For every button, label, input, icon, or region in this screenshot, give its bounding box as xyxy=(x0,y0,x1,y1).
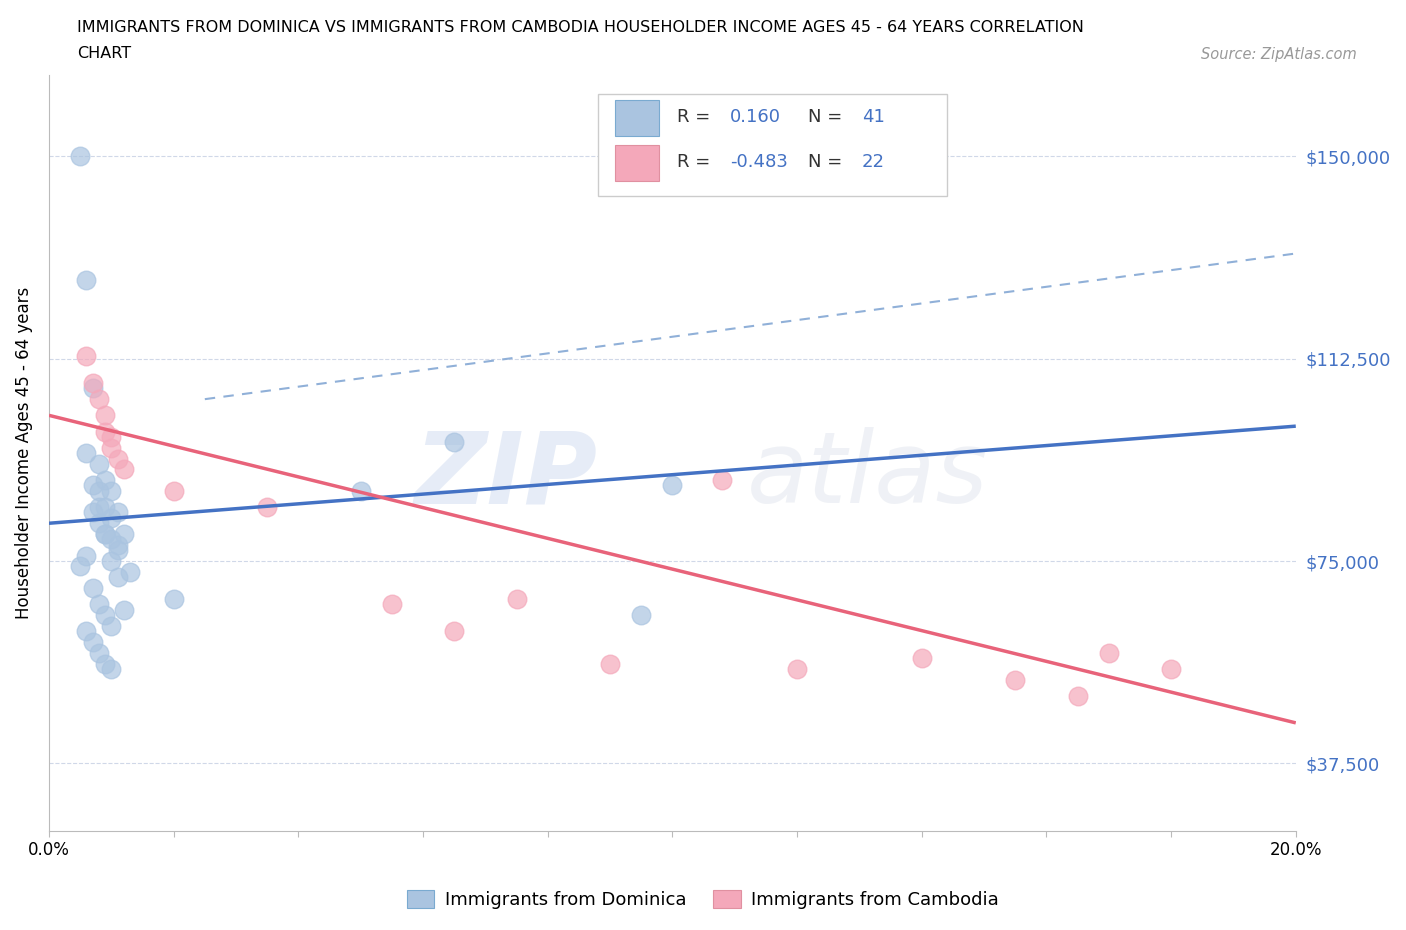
Point xyxy=(112,526,135,541)
Point xyxy=(661,478,683,493)
Point xyxy=(87,597,110,612)
Text: Source: ZipAtlas.com: Source: ZipAtlas.com xyxy=(1201,46,1357,61)
Point xyxy=(350,484,373,498)
Point xyxy=(256,499,278,514)
Point xyxy=(163,591,186,606)
Point xyxy=(381,597,404,612)
Bar xyxy=(598,94,946,196)
Point xyxy=(94,472,117,487)
Text: CHART: CHART xyxy=(77,46,131,61)
Point xyxy=(911,651,934,666)
Point xyxy=(82,478,104,493)
Point xyxy=(100,532,122,547)
Text: atlas: atlas xyxy=(747,427,988,525)
Point xyxy=(75,624,97,639)
Point xyxy=(94,499,117,514)
Point xyxy=(786,661,808,676)
Point xyxy=(94,526,117,541)
Point xyxy=(87,499,110,514)
Point xyxy=(1004,672,1026,687)
Point xyxy=(1098,645,1121,660)
Point xyxy=(69,559,91,574)
Point xyxy=(100,618,122,633)
Text: ZIP: ZIP xyxy=(415,427,598,525)
Point xyxy=(100,484,122,498)
Bar xyxy=(614,100,658,136)
Point xyxy=(75,445,97,460)
Point xyxy=(100,440,122,455)
Point xyxy=(82,376,104,391)
Point xyxy=(112,602,135,617)
Point xyxy=(107,538,129,552)
Point xyxy=(443,624,465,639)
Point xyxy=(630,607,652,622)
Point xyxy=(94,656,117,671)
Point xyxy=(107,570,129,585)
Point xyxy=(107,505,129,520)
Point xyxy=(82,580,104,595)
Bar xyxy=(614,145,658,181)
Point xyxy=(82,381,104,396)
Text: 22: 22 xyxy=(862,153,884,171)
Point xyxy=(87,457,110,472)
Point xyxy=(100,511,122,525)
Point xyxy=(94,526,117,541)
Point xyxy=(87,645,110,660)
Point xyxy=(75,548,97,563)
Point xyxy=(1160,661,1182,676)
Point xyxy=(1066,688,1088,703)
Point xyxy=(505,591,527,606)
Point xyxy=(163,484,186,498)
Point xyxy=(87,484,110,498)
Point xyxy=(100,661,122,676)
Point xyxy=(118,565,141,579)
Y-axis label: Householder Income Ages 45 - 64 years: Householder Income Ages 45 - 64 years xyxy=(15,287,32,619)
Point xyxy=(107,543,129,558)
Point xyxy=(75,273,97,288)
Point xyxy=(82,634,104,649)
Point xyxy=(100,553,122,568)
Point xyxy=(82,505,104,520)
Text: 0.160: 0.160 xyxy=(730,108,780,126)
Point xyxy=(69,149,91,164)
Text: R =: R = xyxy=(678,108,717,126)
Point xyxy=(599,656,621,671)
Text: N =: N = xyxy=(808,153,848,171)
Legend: Immigrants from Dominica, Immigrants from Cambodia: Immigrants from Dominica, Immigrants fro… xyxy=(399,883,1007,916)
Text: R =: R = xyxy=(678,153,717,171)
Text: 41: 41 xyxy=(862,108,884,126)
Text: N =: N = xyxy=(808,108,848,126)
Point xyxy=(94,607,117,622)
Text: -0.483: -0.483 xyxy=(730,153,787,171)
Point xyxy=(711,472,734,487)
Point xyxy=(75,349,97,364)
Point xyxy=(112,462,135,477)
Point xyxy=(87,392,110,406)
Point xyxy=(94,424,117,439)
Point xyxy=(87,516,110,531)
Point xyxy=(94,408,117,423)
Point xyxy=(443,435,465,450)
Text: IMMIGRANTS FROM DOMINICA VS IMMIGRANTS FROM CAMBODIA HOUSEHOLDER INCOME AGES 45 : IMMIGRANTS FROM DOMINICA VS IMMIGRANTS F… xyxy=(77,20,1084,35)
Point xyxy=(107,451,129,466)
Point xyxy=(100,430,122,445)
